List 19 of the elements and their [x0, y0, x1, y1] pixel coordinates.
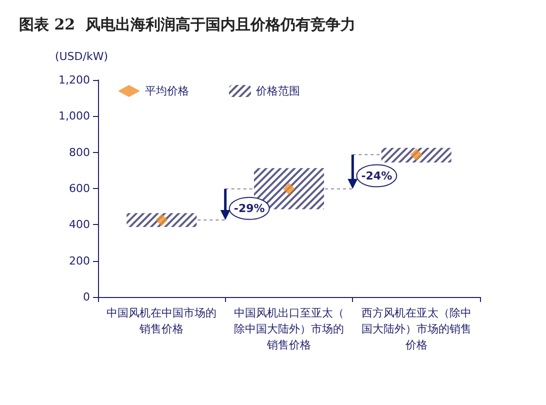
y-tick-label: 800	[69, 146, 90, 159]
legend-label: 平均价格	[145, 84, 189, 98]
y-tick-label: 400	[69, 218, 90, 232]
point	[410, 148, 422, 161]
point	[156, 214, 168, 226]
y-tick-label: 0	[83, 290, 90, 304]
x-tick-label: 西方风机在亚太（除中国大陆外）市场的销售价格	[361, 306, 472, 352]
y-tick-label: 200	[69, 254, 90, 268]
y-tick-label: 1,200	[58, 74, 90, 86]
y-tick-label: 1,000	[58, 110, 90, 123]
point	[283, 182, 295, 195]
x-tick-label: 中国风机在中国市场的销售价格	[106, 306, 217, 336]
y-tick-label: 600	[69, 182, 90, 195]
chart-title: 图表 22 风电出海利润高于国内且价格仍有竞争力	[19, 16, 356, 34]
legend-label: 价格范围	[255, 84, 300, 98]
x-tick-label: 中国风机出口至亚太（除中国大陆外）市场的销售价格	[234, 306, 344, 352]
annotation: -29%	[234, 202, 265, 215]
y-axis-title: (USD/kW)	[54, 50, 108, 63]
annotation: -24%	[361, 169, 392, 182]
